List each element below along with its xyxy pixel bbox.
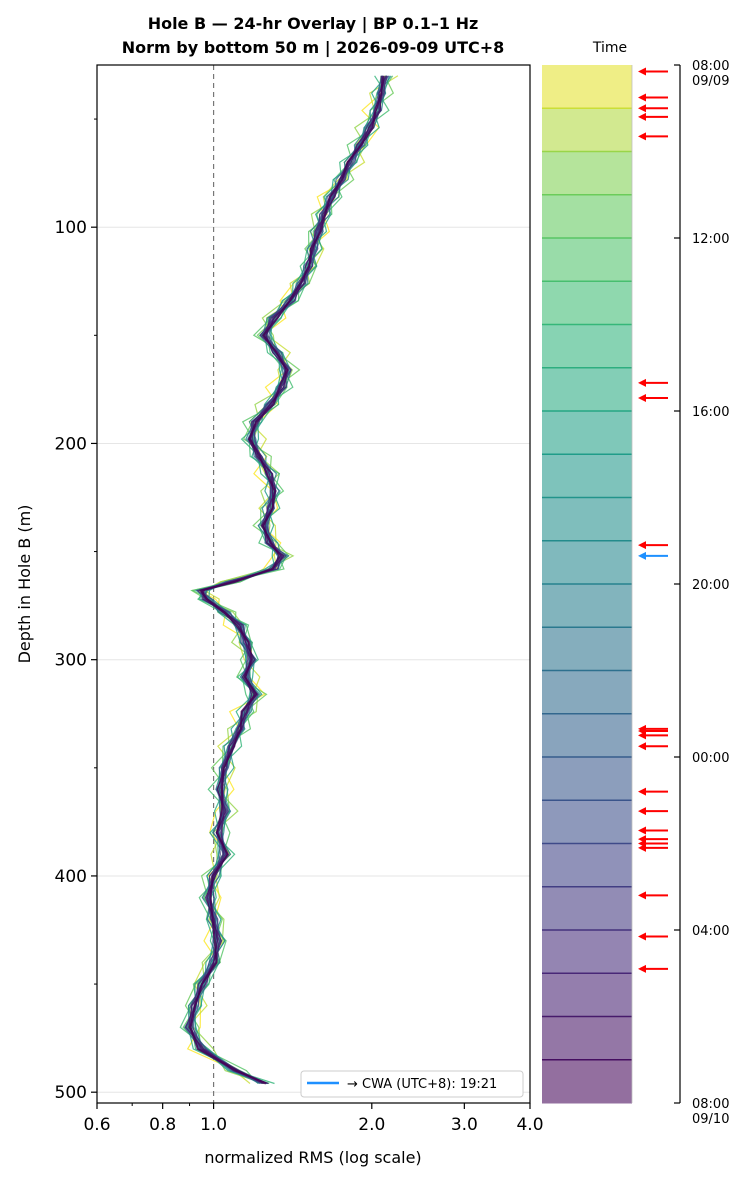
colorbar: Time 08:00 09/0912:0016:0020:0000:0004:00… [542, 40, 729, 1127]
colorbar-tick-label-line: 08:00 [692, 1097, 729, 1112]
legend-label: → CWA (UTC+8): 19:21 [347, 1077, 497, 1092]
colorbar-band [542, 713, 632, 758]
x-tick-label: 0.6 [83, 1115, 110, 1135]
colorbar-tick-label: 00:00 [692, 751, 729, 766]
colorbar-band [542, 843, 632, 888]
event-marker-head [638, 112, 646, 121]
colorbar-band [542, 194, 632, 239]
colorbar-tick-label: 12:00 [692, 232, 729, 247]
x-axis-label: normalized RMS (log scale) [204, 1148, 421, 1167]
colorbar-band [542, 540, 632, 585]
event-marker-head [638, 742, 646, 751]
colorbar-tick-label-line: 09/09 [692, 74, 729, 89]
x-tick-label: 4.0 [516, 1115, 543, 1135]
colorbar-band [542, 151, 632, 196]
colorbar-tick-label: 16:00 [692, 405, 729, 420]
y-tick-label: 400 [55, 867, 87, 887]
event-marker-head [638, 541, 646, 550]
event-marker-head [638, 843, 646, 852]
chart-title-line2: Norm by bottom 50 m | 2026-09-09 UTC+8 [122, 38, 505, 58]
colorbar-band [542, 886, 632, 931]
chart-title-line1: Hole B — 24-hr Overlay | BP 0.1–1 Hz [148, 14, 479, 34]
y-tick-label: 500 [55, 1083, 87, 1103]
event-marker-head [638, 891, 646, 900]
colorbar-tick-label-line: 09/10 [692, 1112, 729, 1127]
colorbar-band [542, 281, 632, 325]
colorbar-tick-label-line: 00:00 [692, 751, 729, 766]
colorbar-band [542, 1016, 632, 1061]
colorbar-bands [542, 65, 633, 1104]
colorbar-band [542, 670, 632, 715]
y-axis-label: Depth in Hole B (m) [15, 505, 34, 664]
colorbar-band [542, 757, 632, 801]
event-marker-head [638, 731, 646, 740]
x-ticks: 0.6 0.8 1.0 2.0 3.0 4.0 [83, 1103, 544, 1135]
x-tick-label: 1.0 [200, 1115, 227, 1135]
plot-background [97, 65, 530, 1103]
colorbar-tick-label: 08:00 09/10 [692, 1097, 729, 1127]
colorbar-axis: 08:00 09/0912:0016:0020:0000:0004:0008:00… [674, 59, 729, 1127]
colorbar-band [542, 930, 632, 974]
x-tick-label: 2.0 [358, 1115, 385, 1135]
colorbar-band [542, 238, 632, 282]
y-tick-label: 200 [55, 434, 87, 454]
y-ticks: 100 200 300 400 500 [55, 118, 97, 1103]
colorbar-band [542, 1059, 632, 1104]
y-tick-label: 100 [55, 218, 87, 238]
colorbar-tick-label-line: 08:00 [692, 59, 729, 74]
colorbar-band [542, 627, 632, 671]
y-tick-label: 300 [55, 651, 87, 671]
plot-area: 0.6 0.8 1.0 2.0 3.0 4.0 100 200 300 400 500 [55, 64, 544, 1135]
series-line [189, 75, 385, 1085]
colorbar-tick-label-line: 12:00 [692, 232, 729, 247]
cwa-marker-head [638, 551, 646, 560]
colorbar-tick-label-line: 20:00 [692, 578, 729, 593]
colorbar-band [542, 367, 632, 412]
colorbar-band [542, 454, 632, 498]
series-group [179, 75, 399, 1085]
colorbar-band [542, 411, 632, 455]
colorbar-tick-label: 20:00 [692, 578, 729, 593]
colorbar-label: Time [592, 40, 627, 56]
colorbar-event-markers [638, 67, 668, 973]
colorbar-tick-label: 04:00 [692, 924, 729, 939]
colorbar-band [542, 324, 632, 369]
event-marker-head [638, 132, 646, 141]
colorbar-tick-label-line: 04:00 [692, 924, 729, 939]
event-marker-head [638, 807, 646, 816]
event-marker-head [638, 932, 646, 941]
colorbar-band [542, 800, 632, 844]
event-marker-head [638, 787, 646, 796]
event-marker-head [638, 826, 646, 835]
x-tick-label: 3.0 [451, 1115, 478, 1135]
colorbar-band [542, 973, 632, 1017]
event-marker-head [638, 67, 646, 76]
colorbar-tick-label-line: 16:00 [692, 405, 729, 420]
plot-frame [96, 64, 531, 1104]
colorbar-band [542, 497, 632, 542]
event-marker-head [638, 964, 646, 973]
colorbar-band [542, 65, 632, 109]
event-marker-head [638, 93, 646, 102]
event-marker-head [638, 394, 646, 403]
colorbar-tick-label: 08:00 09/09 [692, 59, 729, 89]
event-marker-head [638, 104, 646, 113]
colorbar-band [542, 584, 632, 628]
colorbar-band [542, 108, 632, 152]
legend: → CWA (UTC+8): 19:21 [300, 1070, 524, 1098]
legend-box [300, 1070, 524, 1098]
x-tick-label: 0.8 [149, 1115, 176, 1135]
event-marker-head [638, 378, 646, 387]
